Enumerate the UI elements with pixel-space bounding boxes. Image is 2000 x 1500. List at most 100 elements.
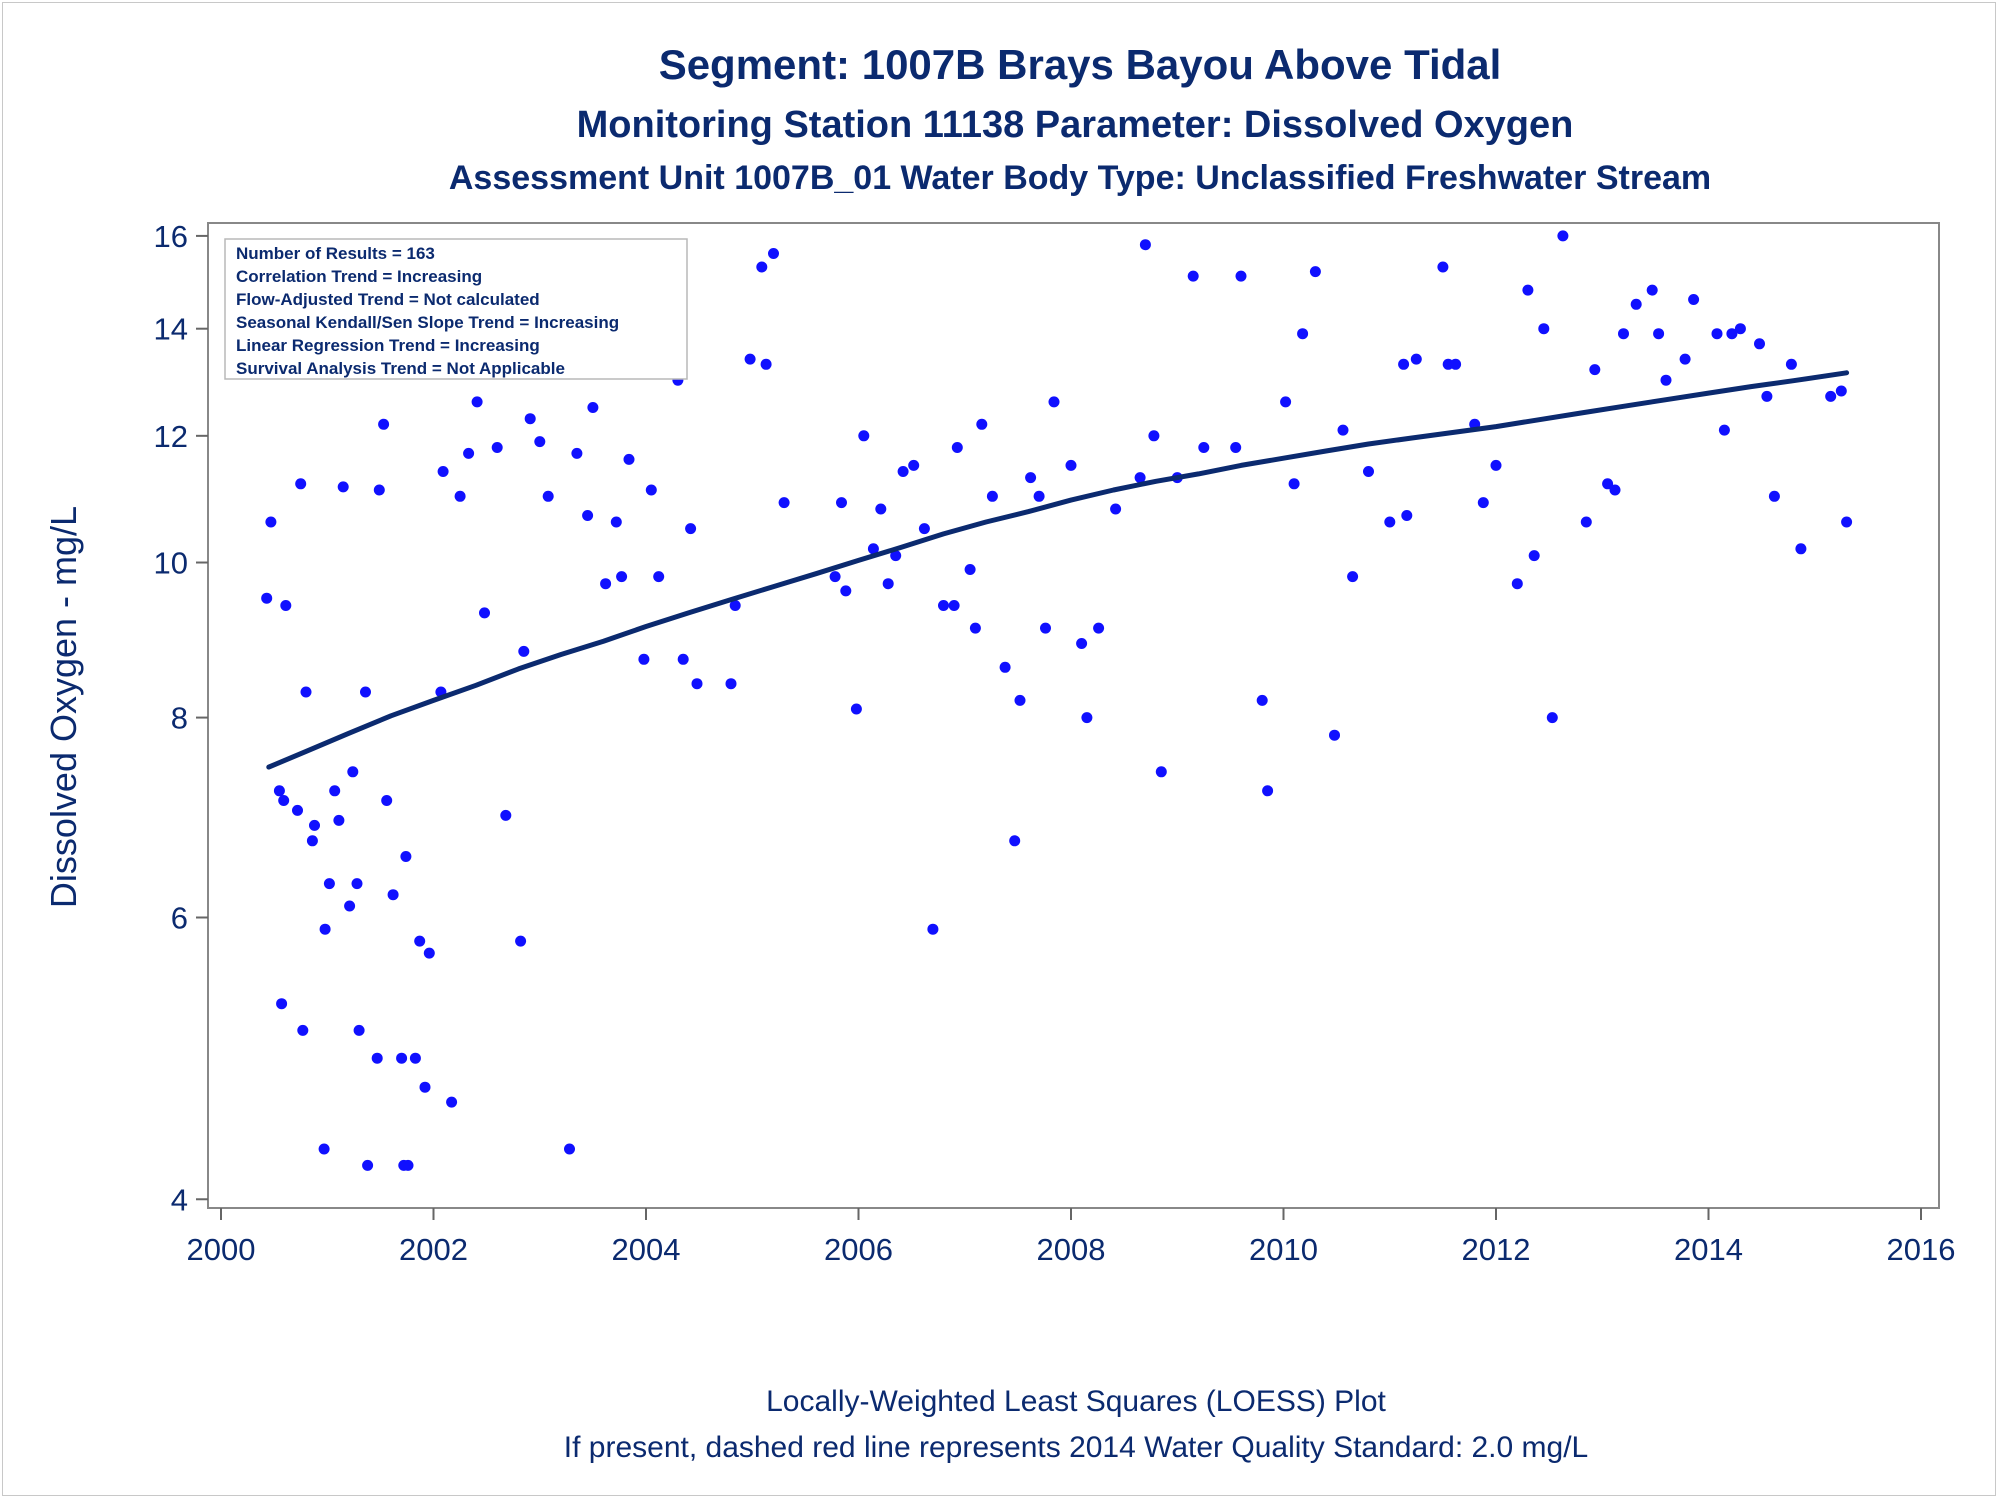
chart-title: Segment: 1007B Brays Bayou Above Tidal <box>659 41 1502 88</box>
data-point <box>1437 261 1449 273</box>
data-point <box>261 592 273 604</box>
x-tick-label: 2006 <box>824 1232 893 1267</box>
data-point <box>419 1081 431 1093</box>
data-point <box>908 459 920 471</box>
data-point <box>347 766 359 778</box>
data-point <box>938 600 949 611</box>
data-point <box>582 510 594 521</box>
data-point <box>387 889 399 901</box>
data-point <box>371 1052 383 1064</box>
stat-line: Seasonal Kendall/Sen Slope Trend = Incre… <box>236 313 619 332</box>
data-point <box>1538 323 1550 335</box>
data-point <box>1490 459 1502 471</box>
data-point <box>471 396 483 408</box>
data-point <box>1363 466 1374 477</box>
data-point <box>564 1143 575 1155</box>
data-point <box>362 1159 374 1171</box>
stat-line: Linear Regression Trend = Increasing <box>236 336 540 355</box>
y-tick-label: 4 <box>171 1182 188 1217</box>
data-point <box>500 809 512 821</box>
data-points <box>261 230 1853 1171</box>
data-point <box>1580 516 1592 528</box>
data-point <box>623 453 635 465</box>
data-point <box>1660 374 1672 386</box>
data-point <box>381 795 393 806</box>
data-point <box>329 785 341 797</box>
data-point <box>1110 503 1122 515</box>
data-point <box>840 585 852 597</box>
stats-box-frame <box>224 238 688 380</box>
data-point <box>778 497 790 509</box>
y-tick-label: 16 <box>154 219 188 254</box>
data-point <box>1522 284 1534 296</box>
chart-subtitle: Monitoring Station 11138 Parameter: Diss… <box>577 104 1574 146</box>
data-point <box>1450 358 1462 370</box>
data-point <box>353 1024 365 1036</box>
data-point <box>1609 484 1621 496</box>
data-point <box>309 819 320 831</box>
data-point <box>600 578 612 590</box>
data-point <box>999 661 1011 673</box>
x-tick-label: 2012 <box>1462 1232 1531 1267</box>
data-point <box>986 490 998 502</box>
data-point <box>1688 294 1700 305</box>
data-point <box>351 878 363 890</box>
data-point <box>437 466 449 477</box>
data-point <box>1718 424 1730 436</box>
data-point <box>653 571 665 583</box>
stats-box: Number of Results = 163 Correlation Tren… <box>224 238 688 380</box>
footnote-2: If present, dashed red line represents 2… <box>564 1431 1588 1464</box>
loess-layer <box>266 370 1850 770</box>
data-point <box>645 484 657 496</box>
data-point <box>1280 396 1292 408</box>
y-tick-label: 10 <box>154 546 188 581</box>
data-point <box>1081 712 1093 724</box>
data-point <box>414 935 426 947</box>
data-point <box>360 686 371 698</box>
data-point <box>1398 358 1410 370</box>
data-point <box>1589 364 1601 376</box>
data-point <box>890 550 902 562</box>
data-point <box>850 703 862 715</box>
data-point <box>587 402 599 413</box>
data-point <box>610 516 622 528</box>
data-point <box>882 578 894 590</box>
data-point <box>1679 353 1691 365</box>
data-point <box>1410 353 1422 365</box>
data-point <box>446 1096 458 1108</box>
data-point <box>1337 424 1349 436</box>
x-tick-label: 2000 <box>187 1232 256 1267</box>
data-point <box>1329 729 1340 741</box>
data-point <box>1630 298 1642 310</box>
data-point <box>318 1143 330 1155</box>
data-point <box>1825 390 1837 402</box>
data-point <box>1646 284 1658 296</box>
y-tick-label: 12 <box>154 419 188 454</box>
data-point <box>306 835 318 847</box>
data-point <box>1785 358 1797 370</box>
data-point <box>691 678 703 690</box>
y-tick-label: 6 <box>171 900 188 935</box>
x-tick-label: 2002 <box>399 1232 468 1267</box>
data-point <box>1401 510 1413 521</box>
data-point <box>756 261 768 273</box>
data-point <box>875 503 887 515</box>
axes: 2000 2002 2004 2006 2008 2010 2012 2014 2016 4 6 8 1… <box>154 219 1956 1267</box>
data-point <box>373 484 385 496</box>
data-point <box>1384 516 1396 528</box>
stat-line: Survival Analysis Trend = Not Applicable <box>236 359 565 378</box>
data-point <box>951 442 963 453</box>
data-point <box>280 600 292 611</box>
stat-line: Correlation Trend = Increasing <box>236 267 482 286</box>
data-point <box>1734 323 1746 335</box>
data-point <box>918 523 930 535</box>
data-point <box>378 418 390 430</box>
data-point <box>1014 694 1026 706</box>
data-point <box>976 418 988 430</box>
data-point <box>1288 478 1300 490</box>
data-point <box>396 1052 408 1064</box>
data-point <box>744 353 756 365</box>
stat-line: Flow-Adjusted Trend = Not calculated <box>236 290 540 309</box>
data-point <box>729 600 741 611</box>
data-point <box>319 923 331 935</box>
